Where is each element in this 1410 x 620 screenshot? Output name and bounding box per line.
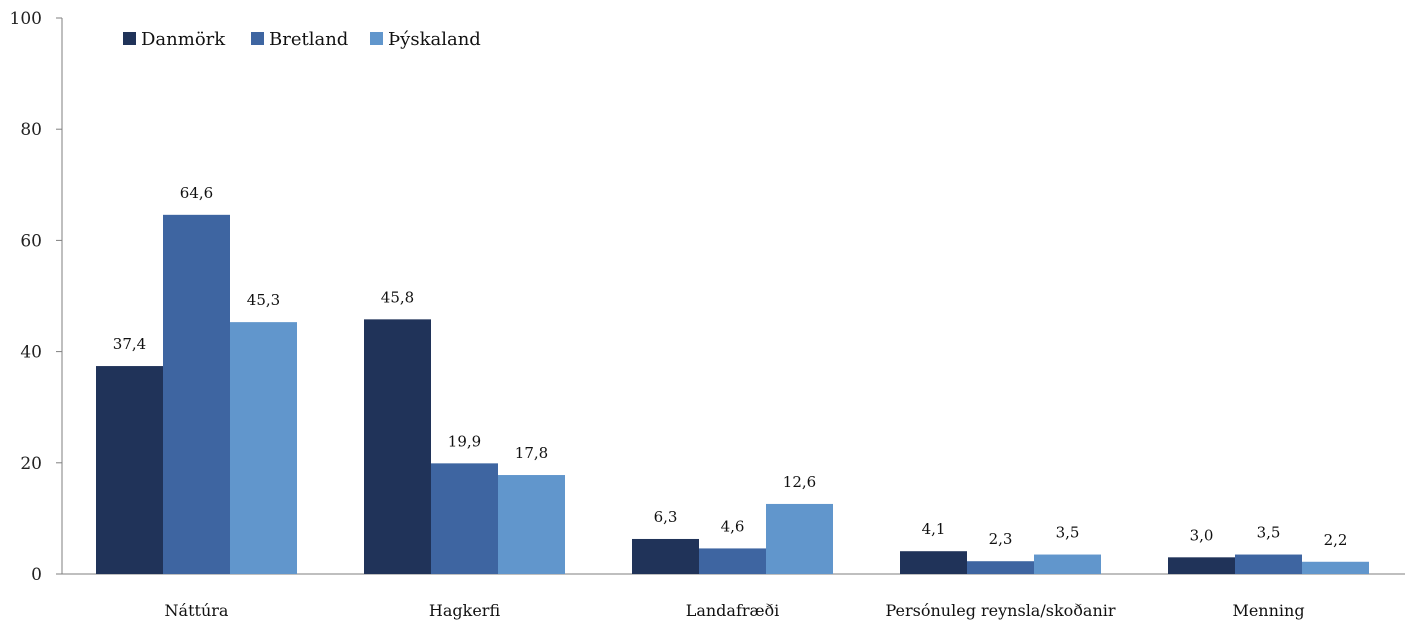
data-label: 6,3 <box>654 508 678 526</box>
y-tick-label: 80 <box>20 120 42 140</box>
bar-bretland <box>431 463 498 574</box>
bar-danmörk <box>900 551 967 574</box>
bar-þýskaland <box>1302 561 1369 574</box>
data-label: 19,9 <box>448 432 481 450</box>
x-category-label: Persónuleg reynsla/skoðanir <box>885 601 1115 620</box>
data-label: 45,8 <box>381 288 414 306</box>
data-labels: 37,4 64,6 45,3 45,8 19,9 17,8 6,3 4,6 12,6 4,1 2,3… <box>113 184 1348 549</box>
legend-label: Þýskaland <box>388 29 481 50</box>
legend-swatch <box>123 32 136 45</box>
bar-þýskaland <box>766 503 833 574</box>
x-category-label: Menning <box>1232 601 1304 620</box>
bars <box>96 214 1369 574</box>
bar-þýskaland <box>498 475 565 574</box>
legend-label: Danmörk <box>141 29 226 50</box>
bar-bretland <box>967 561 1034 574</box>
y-tick-label: 100 <box>10 9 42 29</box>
legend-swatch <box>370 32 383 45</box>
x-axis: Náttúra Hagkerfi Landafræði Persónuleg reyn… <box>62 573 1405 620</box>
data-label: 37,4 <box>113 335 146 353</box>
data-label: 2,2 <box>1324 531 1348 549</box>
bar-danmörk <box>364 319 431 574</box>
data-label: 3,5 <box>1257 524 1281 542</box>
x-category-label: Náttúra <box>165 601 229 620</box>
bar-danmörk <box>1168 557 1235 574</box>
legend-swatch <box>251 32 264 45</box>
y-tick-label: 20 <box>20 454 42 474</box>
x-category-label: Landafræði <box>686 601 780 620</box>
y-tick-label: 60 <box>20 231 42 251</box>
data-label: 45,3 <box>247 291 280 309</box>
y-tick-label: 0 <box>31 565 42 585</box>
legend-label: Bretland <box>269 29 348 50</box>
bar-bretland <box>1235 554 1302 574</box>
bar-bretland <box>699 548 766 574</box>
bar-bretland <box>163 214 230 574</box>
x-category-label: Hagkerfi <box>429 601 501 620</box>
data-label: 17,8 <box>515 444 548 462</box>
bar-þýskaland <box>1034 554 1101 574</box>
bar-danmörk <box>632 538 699 574</box>
data-label: 2,3 <box>989 530 1013 548</box>
data-label: 4,6 <box>721 517 745 535</box>
data-label: 3,5 <box>1056 524 1080 542</box>
bar-þýskaland <box>230 322 297 574</box>
data-label: 4,1 <box>922 520 946 538</box>
data-label: 3,0 <box>1190 526 1214 544</box>
y-tick-label: 40 <box>20 343 42 363</box>
data-label: 12,6 <box>783 473 816 491</box>
y-axis: 0 20 40 60 80 100 <box>10 9 63 585</box>
data-label: 64,6 <box>180 184 213 202</box>
bar-danmörk <box>96 366 163 574</box>
legend: Danmörk Bretland Þýskaland <box>123 29 481 50</box>
